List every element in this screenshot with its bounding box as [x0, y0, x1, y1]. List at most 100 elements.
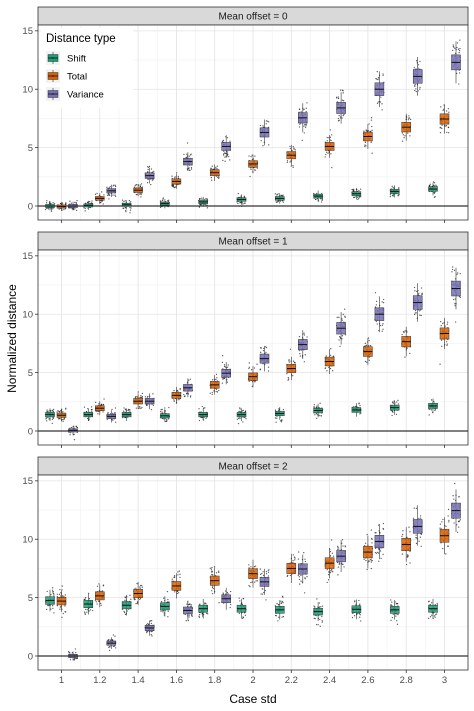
data-point — [198, 206, 201, 208]
x-tick-label: 1.4 — [131, 675, 144, 686]
data-point — [65, 611, 67, 613]
data-point — [129, 212, 131, 214]
data-point — [83, 598, 86, 601]
data-point — [343, 113, 345, 116]
data-point — [176, 172, 178, 174]
data-point — [458, 49, 461, 52]
data-point — [164, 407, 166, 409]
data-point — [377, 524, 380, 526]
data-point — [327, 574, 330, 576]
data-point — [267, 370, 270, 372]
data-point — [215, 572, 218, 574]
data-point — [260, 593, 262, 595]
data-point — [45, 202, 48, 204]
data-point — [186, 153, 188, 155]
data-point — [267, 571, 270, 573]
data-point — [222, 153, 225, 155]
data-point — [211, 586, 214, 589]
data-point — [342, 313, 344, 316]
data-point — [171, 175, 173, 177]
data-point — [50, 594, 52, 596]
data-point — [447, 545, 449, 547]
data-point — [329, 551, 332, 553]
data-point — [313, 605, 315, 607]
data-point — [177, 175, 179, 178]
data-point — [59, 595, 62, 597]
data-point — [147, 171, 149, 173]
data-point — [371, 129, 373, 131]
data-point — [189, 603, 191, 605]
data-point — [53, 595, 55, 597]
data-point — [380, 96, 382, 98]
data-point — [341, 335, 344, 337]
data-point — [341, 99, 344, 101]
data-point — [69, 200, 71, 202]
data-point — [294, 149, 296, 151]
data-point — [163, 597, 165, 599]
data-point — [177, 592, 180, 594]
data-point — [286, 373, 288, 375]
data-point — [382, 328, 384, 330]
data-point — [377, 79, 379, 81]
data-point — [277, 604, 280, 606]
data-point — [292, 561, 294, 564]
data-point — [103, 398, 105, 400]
data-point — [188, 614, 190, 616]
data-point — [338, 563, 340, 565]
data-point — [95, 601, 97, 603]
data-point — [364, 342, 366, 344]
legend-key-total — [46, 69, 60, 83]
data-point — [397, 403, 400, 405]
data-point — [453, 522, 455, 524]
data-point — [439, 363, 441, 365]
data-point — [127, 409, 130, 411]
data-point — [150, 184, 152, 186]
data-point — [415, 534, 417, 536]
data-point — [458, 526, 460, 528]
data-point — [229, 606, 231, 609]
data-point — [278, 616, 280, 618]
data-point — [428, 617, 430, 619]
data-point — [320, 201, 323, 203]
data-point — [216, 377, 218, 379]
data-point — [452, 45, 454, 47]
data-point — [141, 406, 143, 409]
data-point — [280, 205, 283, 207]
y-tick-label: 0 — [28, 426, 33, 437]
data-point — [150, 619, 153, 622]
data-point — [321, 621, 323, 623]
data-point — [331, 166, 333, 169]
data-point — [440, 106, 442, 108]
data-point — [211, 379, 214, 381]
data-point — [84, 613, 86, 615]
data-point — [341, 563, 343, 565]
data-point — [397, 613, 399, 616]
data-point — [114, 411, 116, 414]
data-point — [451, 271, 453, 273]
data-point — [389, 194, 392, 196]
data-point — [292, 554, 294, 556]
data-point — [395, 413, 397, 416]
data-point — [204, 407, 206, 409]
data-point — [136, 193, 138, 196]
data-point — [59, 608, 61, 610]
data-point — [140, 584, 143, 587]
data-point — [46, 420, 48, 422]
data-point — [51, 418, 54, 420]
data-point — [59, 606, 62, 608]
data-point — [112, 645, 114, 648]
data-point — [344, 545, 346, 547]
data-point — [237, 202, 239, 205]
data-point — [420, 533, 423, 535]
legend-label-shift: Shift — [67, 54, 86, 65]
data-point — [209, 392, 211, 394]
data-point — [107, 639, 109, 642]
data-point — [281, 600, 284, 603]
data-point — [265, 599, 267, 601]
legend-key-point — [52, 93, 54, 95]
data-point — [172, 184, 175, 186]
data-point — [375, 304, 377, 306]
data-point — [344, 308, 346, 310]
data-point — [130, 598, 132, 600]
data-point — [213, 566, 216, 568]
